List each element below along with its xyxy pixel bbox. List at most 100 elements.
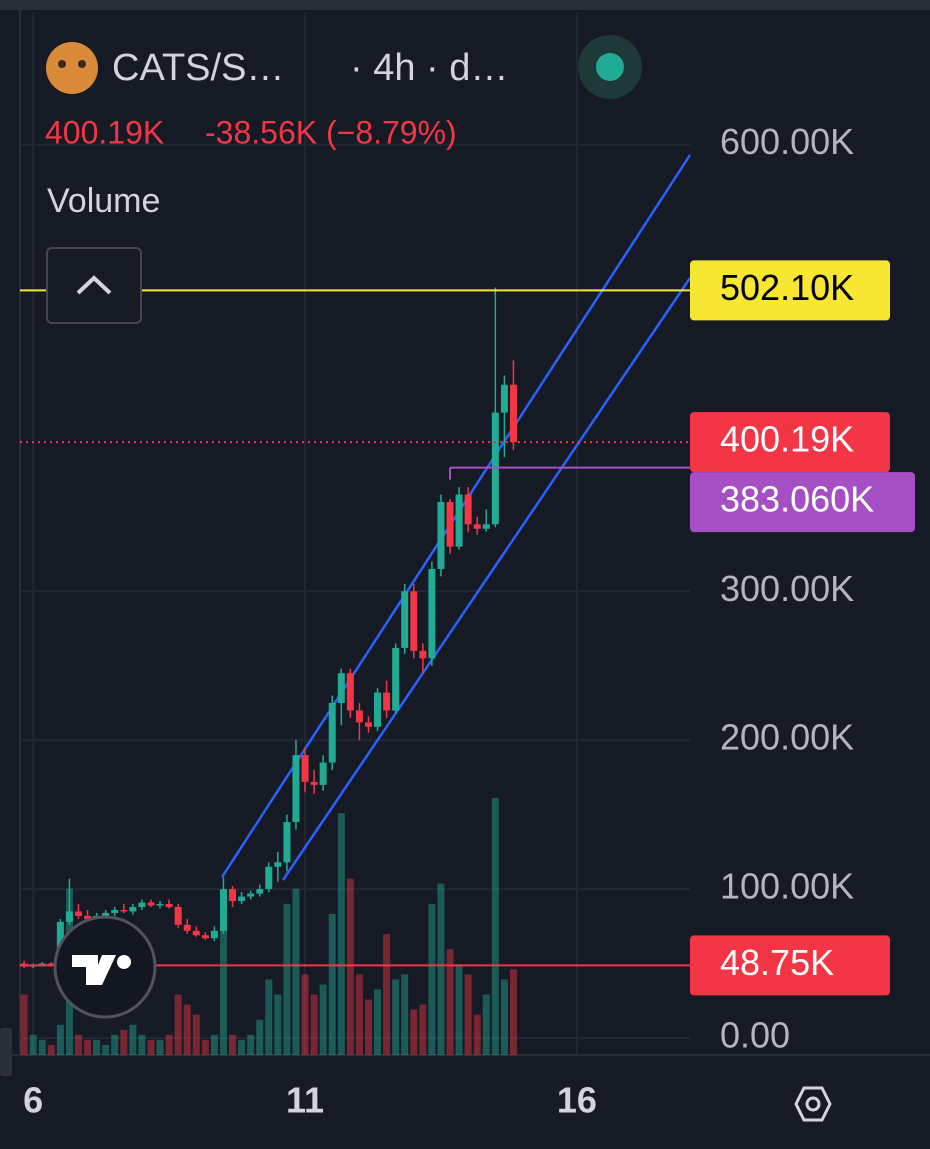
volume-bar [74,1034,82,1055]
volume-bar [174,994,182,1055]
logo-dot [117,955,131,969]
volume-bar [111,1034,119,1055]
volume-bar [120,1029,128,1055]
volume-bar [238,1039,246,1055]
candles [20,287,517,969]
candle-body [192,930,200,936]
price-label: 48.75K [720,942,834,983]
x-tick-label: 16 [557,1080,597,1121]
volume-bar [419,1004,427,1055]
candle-body [292,755,300,823]
candle-body [102,912,110,916]
indicator-label[interactable]: Volume [47,182,160,220]
volume-bar [355,974,363,1055]
candle-body [337,673,345,703]
status-dot [596,53,624,81]
candle-body [256,889,264,894]
volume-bar [337,813,345,1055]
candle-body [428,568,436,659]
symbol[interactable]: CATS/S… [112,47,284,89]
volume-bar [274,994,282,1055]
settings-icon[interactable] [794,1086,832,1122]
candle-body [274,862,282,867]
candle-body [437,501,445,569]
volume-bar [473,1014,481,1055]
side-tab[interactable] [0,1028,12,1076]
y-tick-label: 0.00 [720,1015,790,1056]
interval[interactable]: · 4h · d… [350,47,508,89]
volume-bar [374,989,382,1055]
volume-bar [219,923,227,1055]
candle-body [392,647,400,711]
candle-body [201,935,209,939]
candle-body [328,702,336,763]
volume-bar [192,1014,200,1055]
volume-bar [283,903,291,1055]
last-price: 400.19K [45,114,164,150]
volume-bar [129,1024,137,1055]
price-label: 400.19K [720,419,854,460]
volume-bar [93,1039,101,1055]
candle-body [301,755,309,782]
volume-bar [401,974,409,1055]
volume-bars [20,798,517,1055]
y-tick-label: 200.00K [720,717,854,758]
volume-bar [56,1024,64,1055]
volume-bar [428,903,436,1055]
candle-body [111,909,119,913]
candle-body [74,911,82,916]
volume-bar [383,934,391,1055]
grid [20,12,690,1055]
tv-logo [53,915,157,1019]
candle-body [174,906,182,925]
candle-body [229,889,237,902]
candle-body [219,889,227,931]
candle-body [401,591,409,648]
volume-bar [310,994,318,1055]
volume-bar [392,979,400,1055]
header: CATS/S… · 4h · d… 400.19K -38.56K (−8.79… [45,35,642,324]
volume-bar [138,1034,146,1055]
volume-bar [47,1044,55,1055]
candle-body [238,896,246,902]
candle-body [319,762,327,785]
price-label-box [690,412,890,473]
gear-center [805,1096,821,1112]
volume-bar [256,1019,264,1055]
hexagon [794,1086,832,1122]
volume-bar [491,798,499,1055]
volume-bar [364,999,372,1055]
volume-bar [437,883,445,1055]
candle-body [120,909,128,912]
volume-bar [410,1009,418,1055]
candle-body [383,692,391,711]
collapse-button[interactable] [46,247,142,324]
channel-lower [281,277,692,881]
volume-bar [20,994,28,1055]
volume-bar [319,984,327,1055]
candle-body [65,911,73,922]
volume-bar [229,1034,237,1055]
candle-body [310,781,318,785]
candle-body [47,963,55,966]
price-label-box [690,260,890,321]
logo-mark [72,955,116,985]
candle-body [38,963,46,966]
volume-bar [210,1034,218,1055]
candle-body [283,822,291,863]
candle-body [446,501,454,547]
y-tick-label: 300.00K [720,568,854,609]
volume-bar [328,913,336,1055]
volume-bar [265,979,273,1055]
top-bar [0,0,930,10]
candle-body [265,866,273,890]
x-tick-label: 6 [23,1080,43,1121]
candle-body [364,722,372,727]
candle-body [482,524,490,529]
price-lines: 502.10K 400.19K 383.060K 48.75K [20,260,915,996]
volume-bar [500,979,508,1055]
candle-body [129,906,137,912]
candle-body [138,902,146,907]
